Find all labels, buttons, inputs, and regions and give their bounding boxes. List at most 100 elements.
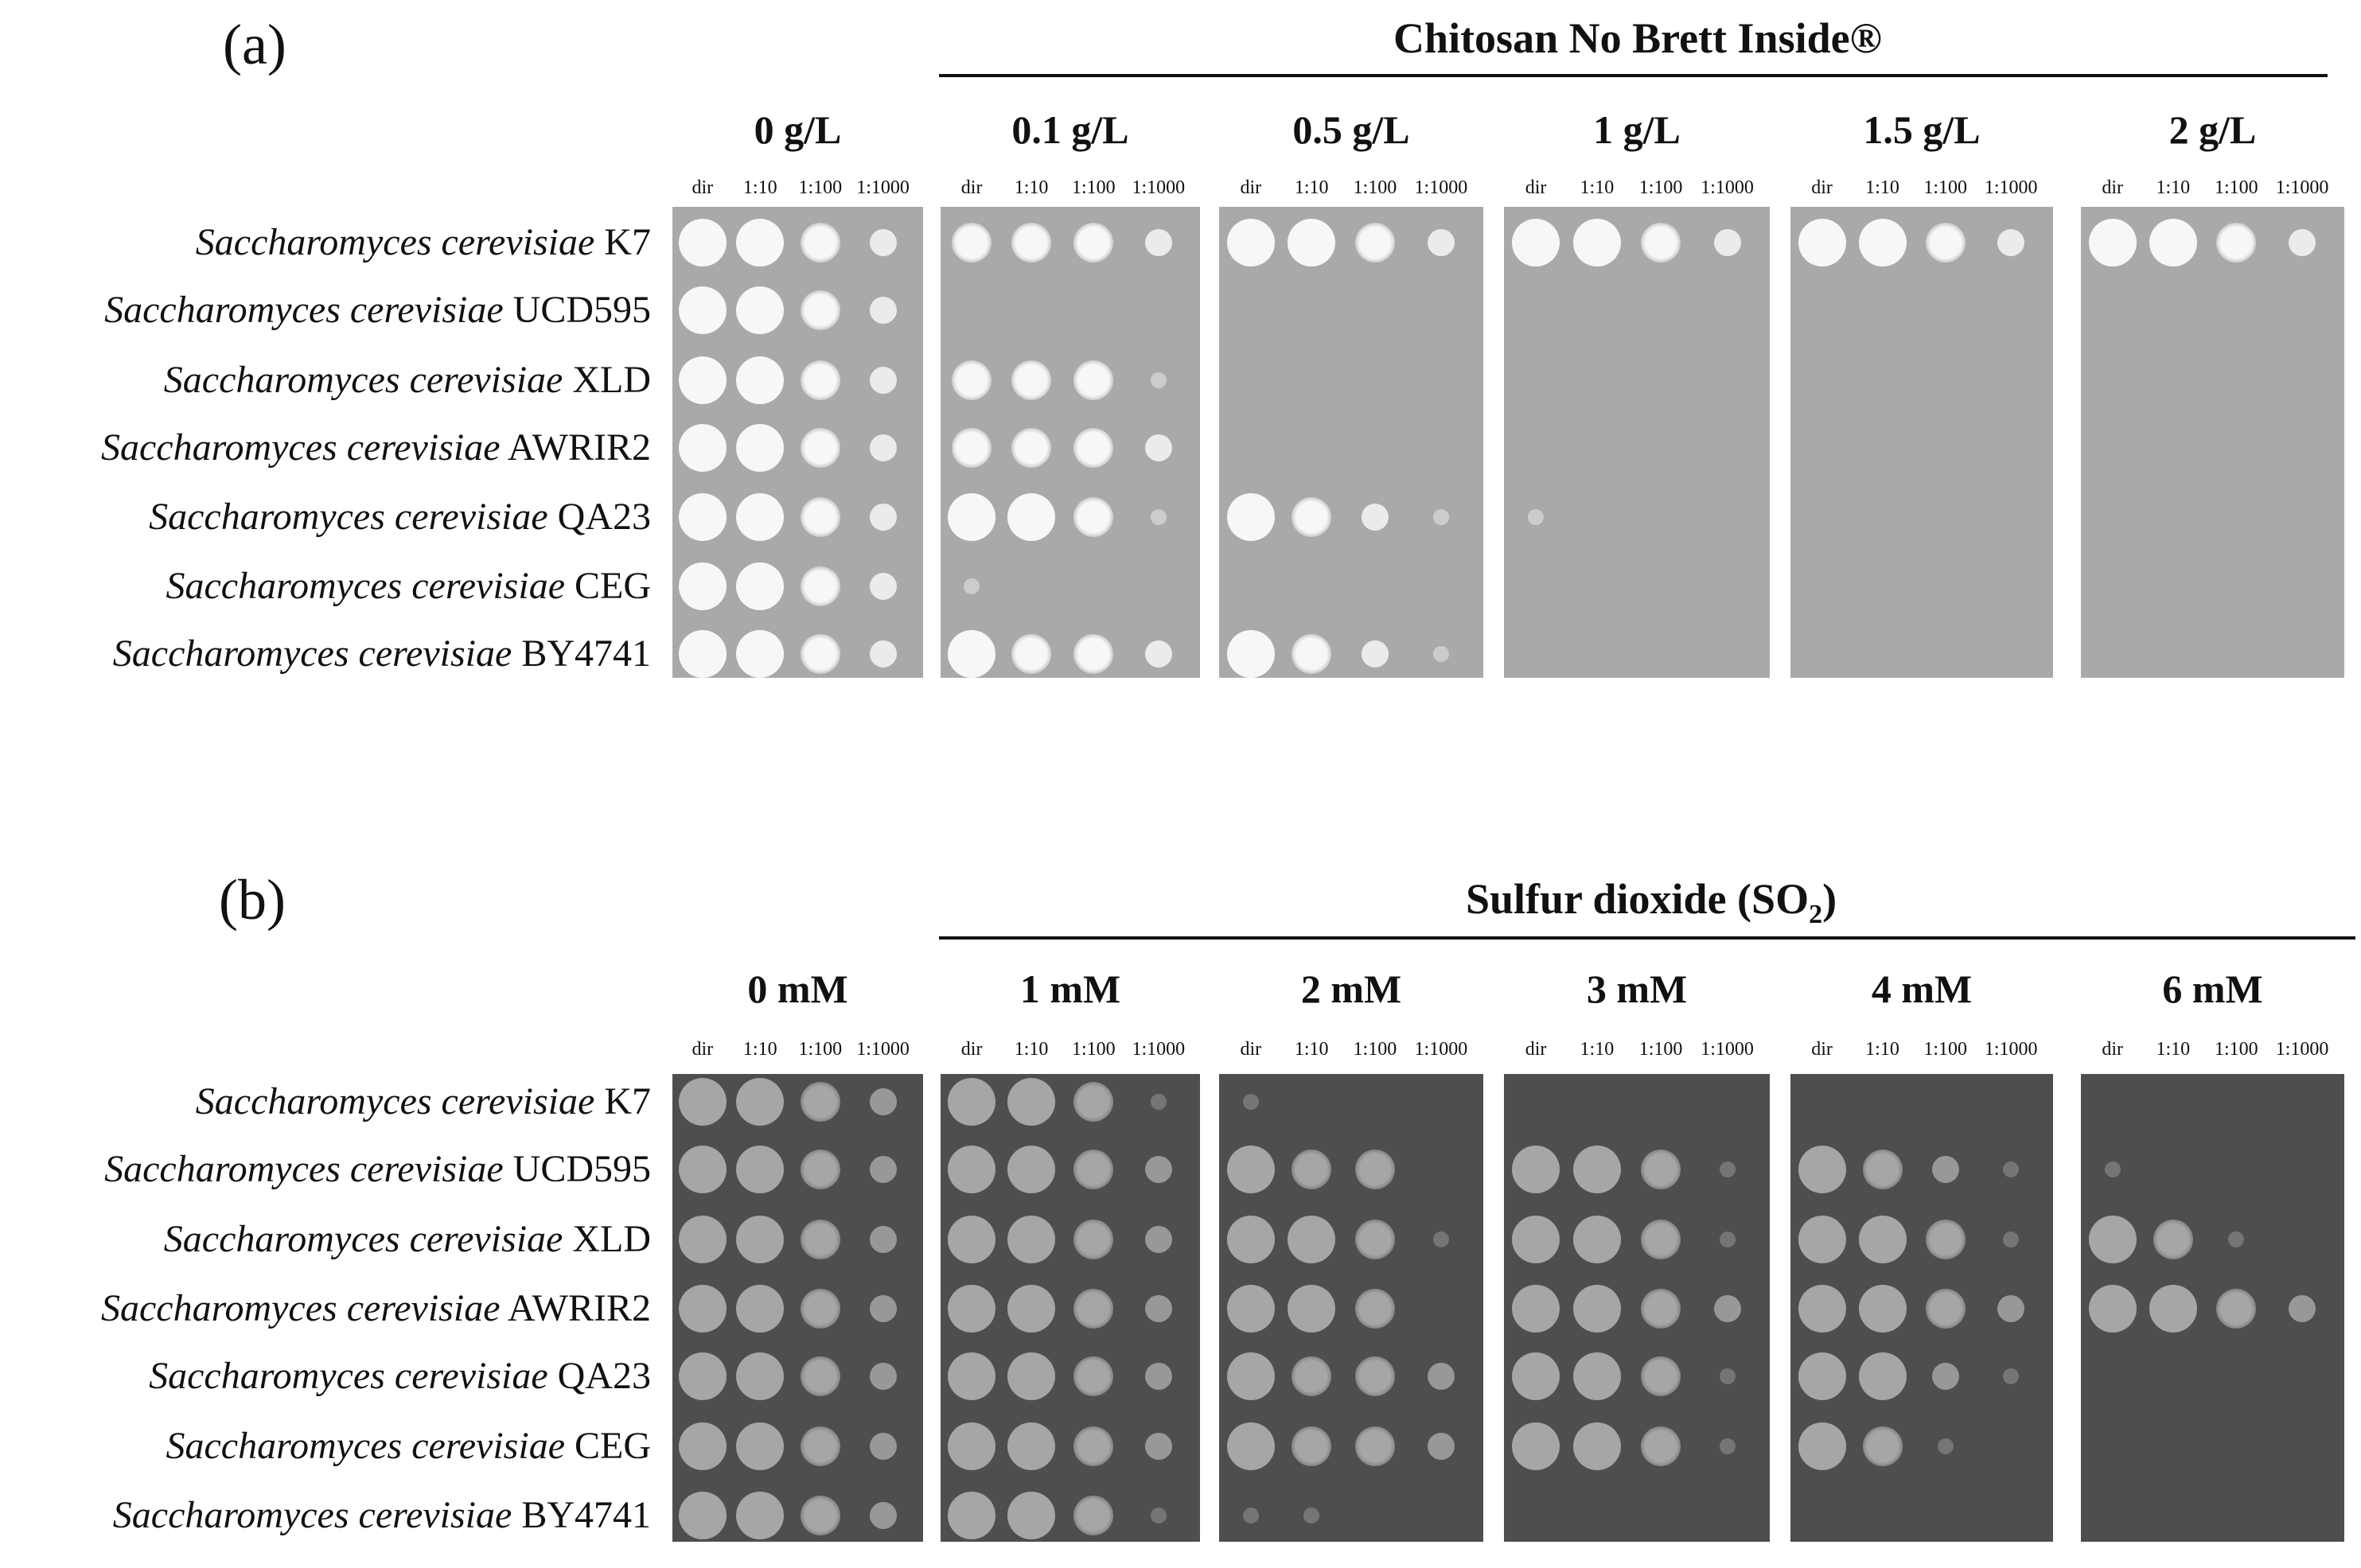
yeast-spot (2088, 219, 2137, 267)
strain-species: Saccharomyces cerevisiae (104, 1148, 504, 1190)
yeast-spot (1925, 223, 1966, 263)
panel-label-b: (b) (219, 868, 286, 932)
yeast-spot (1073, 1356, 1114, 1396)
yeast-spot (1292, 1356, 1332, 1396)
yeast-spot (1427, 1433, 1455, 1460)
dilution-label: 1:100 (1353, 177, 1397, 198)
strain-label: Saccharomyces cerevisiae BY4741 (113, 632, 651, 676)
dilution-label: dir (1525, 1039, 1547, 1060)
strain-name: XLD (563, 359, 651, 401)
yeast-spot (1150, 1094, 1167, 1110)
yeast-spot (948, 493, 996, 541)
strain-label: Saccharomyces cerevisiae QA23 (149, 495, 651, 539)
dilution-label: 1:10 (2156, 177, 2191, 198)
dilution-label: dir (692, 177, 714, 198)
yeast-spot (1288, 1216, 1336, 1263)
strain-name: XLD (563, 1218, 651, 1260)
dilution-label: 1:10 (742, 1039, 777, 1060)
yeast-spot (948, 1492, 996, 1539)
yeast-spot (1641, 1220, 1681, 1259)
yeast-spot (1073, 1426, 1114, 1466)
yeast-spot (1292, 1150, 1332, 1189)
strain-name: AWRIR2 (500, 1287, 651, 1329)
yeast-spot (1862, 1426, 1903, 1466)
yeast-spot (952, 428, 992, 468)
yeast-spot (1572, 219, 1621, 267)
yeast-spot (1512, 1422, 1560, 1470)
yeast-spot (1144, 434, 1172, 461)
yeast-spot (1292, 1426, 1332, 1466)
yeast-spot (1858, 1216, 1907, 1263)
dilution-label: 1:100 (798, 1039, 843, 1060)
yeast-spot (1354, 1426, 1395, 1466)
dilution-label: 1:100 (1923, 177, 1968, 198)
yeast-spot (869, 1226, 897, 1253)
dilution-label: 1:100 (2214, 1039, 2258, 1060)
yeast-spot (869, 229, 897, 256)
strain-species: Saccharomyces cerevisiae (166, 565, 565, 607)
yeast-spot (1427, 1363, 1455, 1390)
yeast-spot (678, 493, 727, 541)
dilution-label: dir (2102, 1039, 2124, 1060)
yeast-spot (1641, 1289, 1681, 1329)
dilution-label: dir (692, 1039, 714, 1060)
yeast-spot (678, 630, 727, 678)
dilution-label: 1:1000 (1701, 177, 1754, 198)
yeast-spot (869, 1295, 897, 1322)
dilution-label: 1:1000 (1414, 1039, 1468, 1060)
yeast-spot (869, 640, 897, 667)
yeast-spot (2088, 1285, 2137, 1333)
strain-species: Saccharomyces cerevisiae (112, 1494, 512, 1536)
agar-plate (1504, 207, 1770, 678)
yeast-spot (1798, 1285, 1846, 1333)
panel-label-a: (a) (223, 13, 286, 76)
yeast-spot (1641, 1150, 1681, 1189)
yeast-spot (1011, 428, 1052, 468)
yeast-spot (1226, 493, 1275, 541)
dilution-label: dir (960, 1039, 983, 1060)
yeast-spot (1226, 1352, 1275, 1400)
dilution-label: 1:100 (1071, 177, 1116, 198)
yeast-spot (1798, 1216, 1846, 1263)
agar-plate (1219, 207, 1483, 678)
yeast-spot (1011, 634, 1052, 674)
strain-species: Saccharomyces cerevisiae (100, 426, 501, 469)
yeast-spot (952, 223, 992, 263)
yeast-spot (2003, 1161, 2020, 1177)
yeast-spot (1931, 1156, 1959, 1183)
yeast-spot (1512, 1146, 1560, 1193)
dilution-label: 1:1000 (1984, 1039, 2038, 1060)
yeast-spot (2003, 1368, 2020, 1384)
strain-species: Saccharomyces cerevisiae (163, 359, 563, 401)
strain-name: AWRIR2 (500, 426, 651, 469)
yeast-spot (1858, 1285, 1907, 1333)
yeast-spot (678, 424, 727, 472)
yeast-spot (1937, 1438, 1954, 1454)
yeast-spot (2003, 1231, 2020, 1247)
dilution-label: 1:1000 (856, 1039, 910, 1060)
yeast-spot (1925, 1220, 1966, 1259)
yeast-spot (1226, 630, 1275, 678)
yeast-spot (869, 367, 897, 394)
yeast-spot (1427, 229, 1455, 256)
yeast-spot (678, 1285, 727, 1333)
yeast-spot (736, 1078, 785, 1126)
yeast-spot (1858, 219, 1907, 267)
yeast-spot (1144, 1156, 1172, 1183)
yeast-spot (1144, 1295, 1172, 1322)
yeast-spot (1862, 1150, 1903, 1189)
dilution-label: 1:1000 (2275, 177, 2329, 198)
strain-name: UCD595 (503, 289, 651, 331)
yeast-spot (1007, 1216, 1056, 1263)
yeast-spot (1572, 1422, 1621, 1470)
yeast-spot (1073, 634, 1114, 674)
concentration-label: 6 mM (2162, 967, 2263, 1011)
strain-species: Saccharomyces cerevisiae (163, 1218, 563, 1260)
dilution-label: dir (1240, 1039, 1262, 1060)
yeast-spot (678, 1216, 727, 1263)
yeast-spot (948, 630, 996, 678)
strain-name: BY4741 (512, 632, 651, 675)
agar-plate (941, 1074, 1200, 1542)
yeast-spot (2216, 223, 2257, 263)
strain-species: Saccharomyces cerevisiae (149, 1355, 548, 1397)
